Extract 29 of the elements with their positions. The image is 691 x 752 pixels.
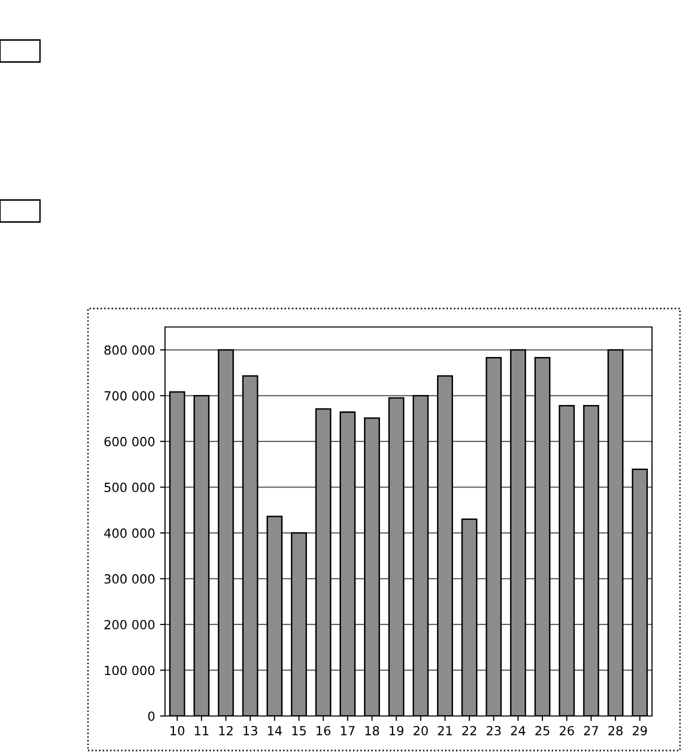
x-tick-label: 27 xyxy=(584,726,598,736)
y-tick-label: 700 000 xyxy=(104,391,154,401)
x-tick-label: 24 xyxy=(511,726,526,736)
x-tick-label: 25 xyxy=(535,726,550,736)
x-tick-label: 15 xyxy=(292,726,306,736)
x-tick-label: 11 xyxy=(194,726,208,736)
x-tick-label: 21 xyxy=(438,726,452,736)
x-tick-label: 23 xyxy=(486,726,501,736)
x-tick-label: 10 xyxy=(170,726,184,736)
y-tick-label: 400 000 xyxy=(104,528,154,538)
x-tick-label: 13 xyxy=(244,726,258,736)
x-tick-label: 18 xyxy=(365,726,380,736)
y-tick-label: 500 000 xyxy=(104,482,154,492)
x-tick-label: 17 xyxy=(341,726,355,736)
y-tick-label: 0 xyxy=(148,711,154,721)
x-tick-label: 12 xyxy=(219,726,233,736)
x-tick-label: 28 xyxy=(608,726,623,736)
x-tick-label: 22 xyxy=(462,726,476,736)
y-tick-label: 100 000 xyxy=(104,666,154,676)
x-tick-label: 29 xyxy=(632,726,647,736)
x-tick-label: 19 xyxy=(390,726,404,736)
x-tick-label: 20 xyxy=(414,726,428,736)
y-tick-label: 800 000 xyxy=(104,345,154,355)
x-tick-label: 26 xyxy=(560,726,574,736)
x-tick-label: 16 xyxy=(316,726,330,736)
y-tick-label: 300 000 xyxy=(104,574,154,584)
x-tick-label: 14 xyxy=(268,726,282,736)
y-tick-label: 600 000 xyxy=(104,436,154,446)
y-tick-label: 200 000 xyxy=(104,620,154,630)
